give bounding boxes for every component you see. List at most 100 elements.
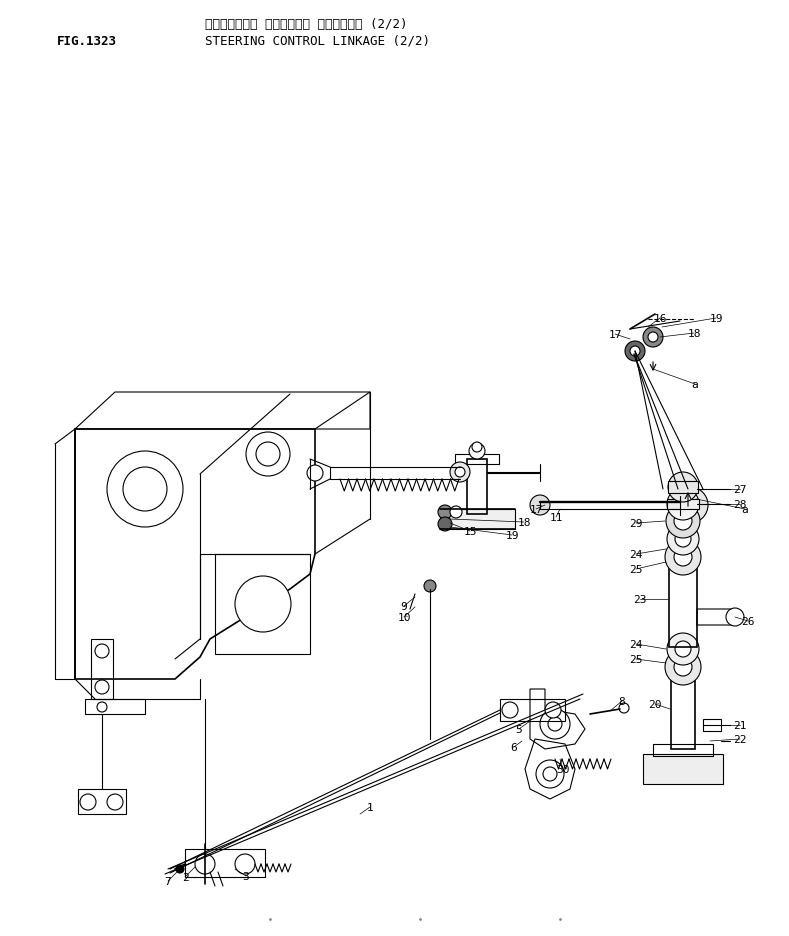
- Text: 20: 20: [649, 699, 662, 709]
- Text: a: a: [692, 380, 698, 389]
- Text: 11: 11: [549, 512, 563, 522]
- Text: 24: 24: [630, 549, 643, 560]
- Circle shape: [256, 443, 280, 466]
- Text: 26: 26: [741, 616, 755, 626]
- Circle shape: [666, 505, 700, 538]
- Circle shape: [630, 346, 640, 357]
- Text: ステアリング・ コントロール リンケージ・ (2/2): ステアリング・ コントロール リンケージ・ (2/2): [205, 18, 407, 31]
- Circle shape: [235, 577, 291, 633]
- Circle shape: [648, 332, 658, 343]
- Text: 2: 2: [181, 872, 189, 882]
- Bar: [455, 455, 499, 464]
- Circle shape: [667, 634, 699, 665]
- Text: 21: 21: [733, 720, 746, 730]
- Circle shape: [472, 443, 482, 452]
- Circle shape: [95, 644, 109, 658]
- Text: 3: 3: [243, 871, 249, 881]
- Bar: [440, 509, 515, 530]
- Circle shape: [672, 488, 708, 523]
- Text: 1: 1: [367, 802, 373, 812]
- Text: 18: 18: [518, 518, 531, 528]
- Text: 17: 17: [529, 505, 543, 515]
- Bar: [467, 460, 487, 515]
- Circle shape: [424, 580, 436, 592]
- Circle shape: [674, 548, 692, 566]
- Circle shape: [543, 768, 557, 782]
- Circle shape: [450, 462, 470, 482]
- Circle shape: [438, 505, 452, 519]
- Circle shape: [625, 342, 645, 361]
- Circle shape: [668, 473, 698, 503]
- Circle shape: [726, 608, 744, 626]
- Circle shape: [540, 709, 570, 739]
- Circle shape: [619, 703, 629, 713]
- Text: 19: 19: [505, 531, 518, 540]
- Text: FIG.1323: FIG.1323: [57, 35, 117, 48]
- Text: STEERING CONTROL LINKAGE (2/2): STEERING CONTROL LINKAGE (2/2): [205, 35, 430, 48]
- Text: 8: 8: [619, 696, 626, 707]
- Bar: [668, 481, 698, 493]
- Circle shape: [665, 650, 701, 685]
- Circle shape: [674, 512, 692, 531]
- Circle shape: [675, 641, 691, 657]
- Circle shape: [246, 432, 290, 476]
- Bar: [669, 560, 697, 648]
- Text: 22: 22: [733, 734, 746, 744]
- Text: 23: 23: [634, 594, 647, 605]
- Circle shape: [438, 518, 452, 532]
- Text: 25: 25: [630, 564, 643, 575]
- Circle shape: [665, 539, 701, 576]
- Circle shape: [674, 658, 692, 677]
- Circle shape: [107, 794, 123, 811]
- Circle shape: [502, 702, 518, 718]
- Text: 15: 15: [463, 526, 477, 536]
- Text: 10: 10: [397, 612, 411, 622]
- Circle shape: [643, 328, 663, 347]
- Circle shape: [548, 717, 562, 731]
- Circle shape: [80, 794, 96, 811]
- Text: 27: 27: [733, 485, 746, 494]
- Bar: [85, 699, 145, 714]
- Text: a: a: [742, 505, 749, 515]
- Bar: [653, 744, 713, 756]
- Circle shape: [307, 465, 323, 481]
- Circle shape: [95, 680, 109, 695]
- Bar: [215, 554, 310, 654]
- Text: 29: 29: [630, 519, 643, 529]
- Circle shape: [667, 489, 699, 520]
- Bar: [703, 719, 721, 731]
- Circle shape: [675, 532, 691, 548]
- Text: 5: 5: [516, 724, 522, 734]
- Text: 25: 25: [630, 654, 643, 665]
- Text: 24: 24: [630, 639, 643, 650]
- Text: 28: 28: [733, 500, 746, 509]
- Bar: [500, 699, 565, 722]
- Text: 17: 17: [608, 329, 622, 340]
- Text: 7: 7: [165, 876, 171, 886]
- Circle shape: [469, 444, 485, 460]
- Text: 30: 30: [556, 764, 570, 774]
- Circle shape: [530, 495, 550, 516]
- Bar: [671, 669, 695, 749]
- Circle shape: [97, 702, 107, 712]
- Bar: [78, 789, 126, 814]
- Bar: [667, 500, 699, 509]
- Circle shape: [667, 523, 699, 555]
- Circle shape: [545, 702, 561, 718]
- Bar: [185, 849, 265, 877]
- Text: 6: 6: [510, 742, 518, 753]
- Circle shape: [123, 467, 167, 511]
- Text: 18: 18: [687, 329, 701, 339]
- Bar: [91, 639, 113, 699]
- Circle shape: [235, 854, 255, 874]
- Circle shape: [195, 854, 215, 874]
- Circle shape: [455, 467, 465, 477]
- Text: 16: 16: [653, 314, 667, 324]
- Circle shape: [176, 865, 184, 873]
- Circle shape: [450, 506, 462, 519]
- Circle shape: [536, 760, 564, 788]
- Text: 19: 19: [709, 314, 723, 324]
- Bar: [643, 754, 723, 784]
- Text: 9: 9: [401, 601, 407, 611]
- Circle shape: [107, 451, 183, 528]
